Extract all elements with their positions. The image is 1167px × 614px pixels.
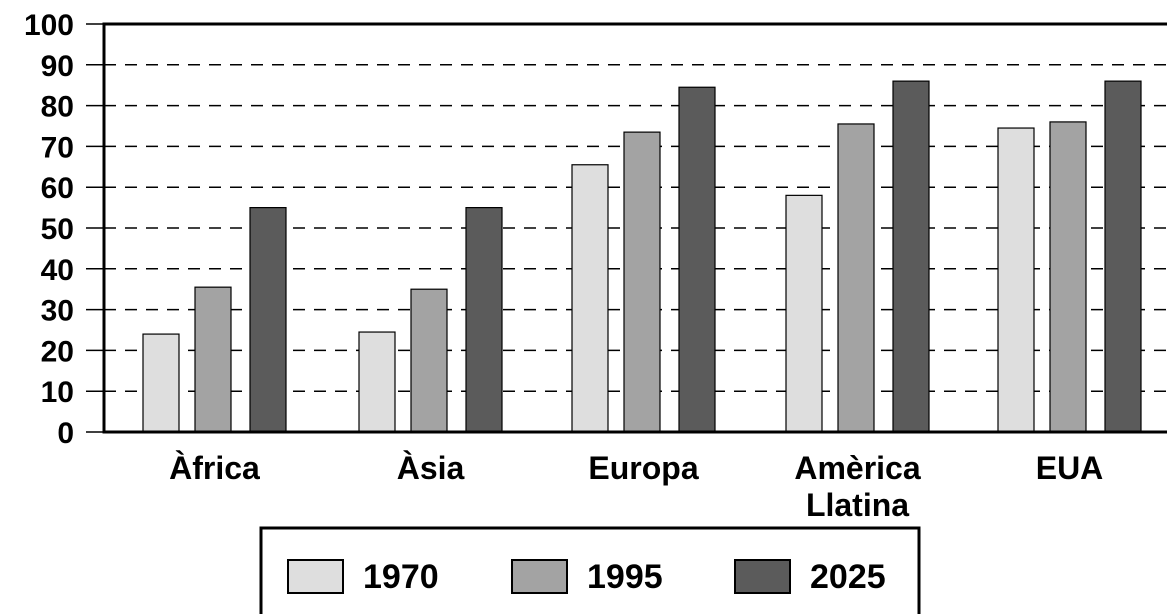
y-tick-label: 80 bbox=[41, 91, 74, 124]
y-tick-label: 50 bbox=[41, 213, 74, 246]
legend-label: 2025 bbox=[810, 558, 886, 596]
y-tick-label: 60 bbox=[41, 172, 74, 205]
bar bbox=[194, 286, 232, 433]
bar bbox=[1104, 80, 1142, 433]
bar bbox=[623, 131, 661, 433]
y-tick-label: 70 bbox=[41, 131, 74, 164]
legend-swatch bbox=[734, 559, 791, 594]
x-category-label: Europa bbox=[588, 450, 698, 486]
bar bbox=[410, 288, 448, 433]
bar bbox=[465, 207, 503, 433]
y-tick-label: 100 bbox=[24, 9, 74, 42]
y-tick-label: 10 bbox=[41, 376, 74, 409]
x-category-label: EUA bbox=[1036, 450, 1104, 486]
bar bbox=[249, 207, 287, 433]
y-tick-label: 40 bbox=[41, 254, 74, 287]
y-axis-ticks: 0 10 20 30 40 50 60 70 80 90 100 bbox=[24, 9, 104, 450]
legend-label: 1970 bbox=[363, 558, 439, 596]
bar bbox=[1049, 121, 1087, 433]
legend-box bbox=[259, 526, 921, 614]
bar bbox=[892, 80, 930, 433]
legend: 1970 1995 2025 bbox=[259, 526, 921, 614]
bar bbox=[837, 123, 875, 433]
x-axis-categories: Àfrica Àsia Europa Amèrica Llatina EUA bbox=[169, 450, 1103, 523]
bar bbox=[997, 127, 1035, 433]
bar bbox=[678, 86, 716, 433]
legend-swatch bbox=[287, 559, 344, 594]
y-tick-label: 90 bbox=[41, 50, 74, 83]
y-tick-label: 0 bbox=[57, 417, 74, 450]
x-category-label: Àfrica bbox=[169, 450, 260, 486]
bar bbox=[142, 333, 180, 433]
legend-label: 1995 bbox=[587, 558, 663, 596]
bar bbox=[358, 331, 396, 433]
y-tick-label: 30 bbox=[41, 295, 74, 328]
x-category-label: Àsia bbox=[397, 450, 465, 486]
bars bbox=[142, 80, 1142, 433]
legend-swatch bbox=[511, 559, 568, 594]
y-tick-label: 20 bbox=[41, 335, 74, 368]
x-category-label: Amèrica Llatina bbox=[794, 450, 921, 523]
bar bbox=[571, 164, 609, 433]
bar bbox=[785, 194, 823, 433]
